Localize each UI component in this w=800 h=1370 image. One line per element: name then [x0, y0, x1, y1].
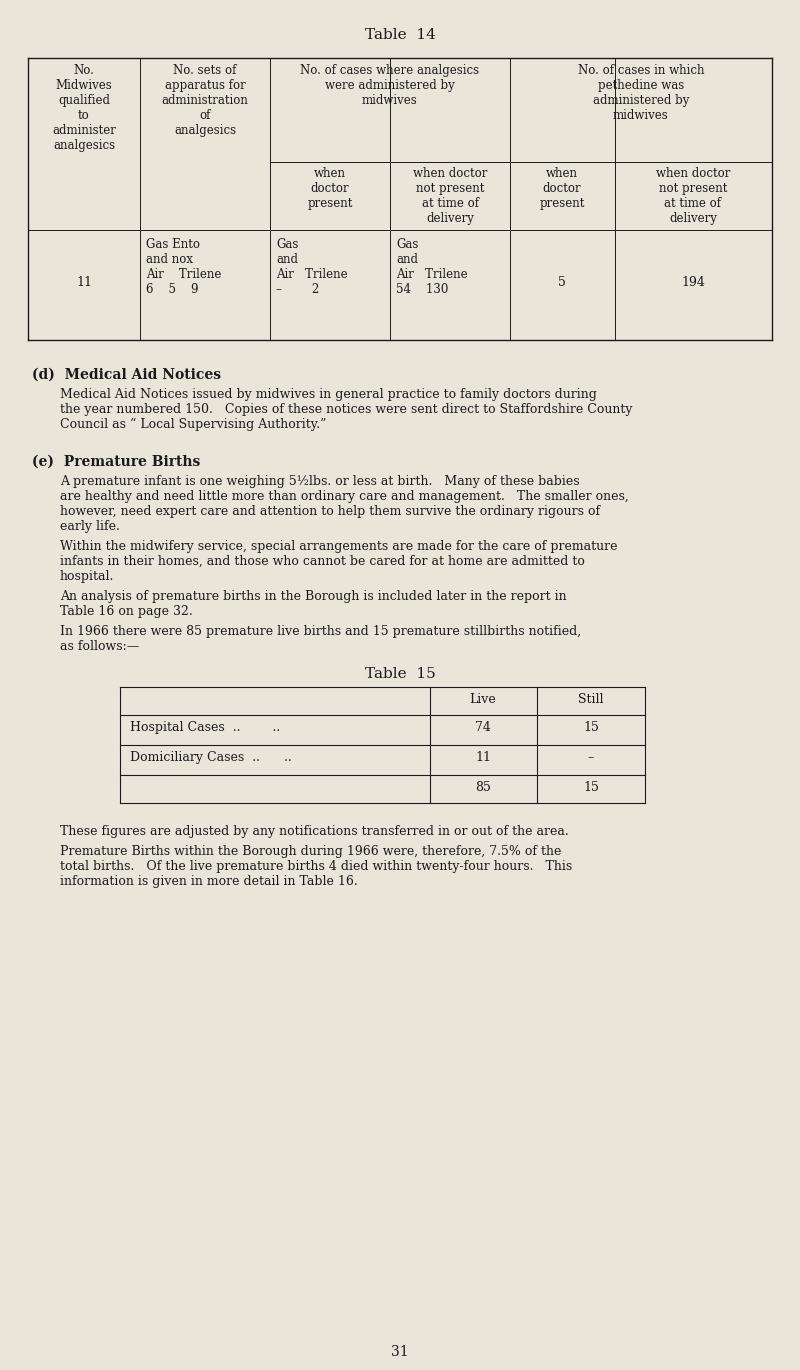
Text: however, need expert care and attention to help them survive the ordinary rigour: however, need expert care and attention … — [60, 506, 600, 518]
Text: –: – — [588, 751, 594, 764]
Text: No.
Midwives
qualified
to
administer
analgesics: No. Midwives qualified to administer ana… — [52, 64, 116, 152]
Text: Within the midwifery service, special arrangements are made for the care of prem: Within the midwifery service, special ar… — [60, 540, 618, 553]
Text: 11: 11 — [475, 751, 491, 764]
Text: infants in their homes, and those who cannot be cared for at home are admitted t: infants in their homes, and those who ca… — [60, 555, 585, 569]
Text: 194: 194 — [681, 275, 705, 289]
Text: as follows:—: as follows:— — [60, 640, 139, 653]
Text: 31: 31 — [391, 1345, 409, 1359]
Text: the year numbered 150.   Copies of these notices were sent direct to Staffordshi: the year numbered 150. Copies of these n… — [60, 403, 633, 416]
Text: when
doctor
present: when doctor present — [539, 167, 585, 210]
Text: when doctor
not present
at time of
delivery: when doctor not present at time of deliv… — [413, 167, 487, 225]
Text: early life.: early life. — [60, 521, 120, 533]
Text: (d)  Medical Aid Notices: (d) Medical Aid Notices — [32, 369, 221, 382]
Text: when
doctor
present: when doctor present — [307, 167, 353, 210]
Text: are healthy and need little more than ordinary care and management.   The smalle: are healthy and need little more than or… — [60, 490, 629, 503]
Text: Domiciliary Cases  ..      ..: Domiciliary Cases .. .. — [130, 751, 292, 764]
Text: Premature Births within the Borough during 1966 were, therefore, 7.5% of the: Premature Births within the Borough duri… — [60, 845, 562, 858]
Text: No. of cases where analgesics
were administered by
midwives: No. of cases where analgesics were admin… — [301, 64, 479, 107]
Text: (e)  Premature Births: (e) Premature Births — [32, 455, 200, 469]
Text: total births.   Of the live premature births 4 died within twenty-four hours.   : total births. Of the live premature birt… — [60, 860, 572, 873]
Text: Table  14: Table 14 — [365, 27, 435, 42]
Text: Medical Aid Notices issued by midwives in general practice to family doctors dur: Medical Aid Notices issued by midwives i… — [60, 388, 597, 401]
Text: No. of cases in which
pethedine was
administered by
midwives: No. of cases in which pethedine was admi… — [578, 64, 704, 122]
Text: Hospital Cases  ..        ..: Hospital Cases .. .. — [130, 721, 280, 734]
Text: 5: 5 — [558, 275, 566, 289]
Text: Table  15: Table 15 — [365, 667, 435, 681]
Text: An analysis of premature births in the Borough is included later in the report i: An analysis of premature births in the B… — [60, 590, 566, 603]
Text: In 1966 there were 85 premature live births and 15 premature stillbirths notifie: In 1966 there were 85 premature live bir… — [60, 625, 581, 638]
Text: Council as “ Local Supervising Authority.”: Council as “ Local Supervising Authority… — [60, 418, 326, 432]
Text: Live: Live — [470, 693, 496, 706]
Text: Still: Still — [578, 693, 604, 706]
Text: 15: 15 — [583, 721, 599, 734]
Text: 11: 11 — [76, 275, 92, 289]
Text: 74: 74 — [475, 721, 491, 734]
Text: No. sets of
apparatus for
administration
of
analgesics: No. sets of apparatus for administration… — [162, 64, 249, 137]
Text: hospital.: hospital. — [60, 570, 114, 584]
Text: Table 16 on page 32.: Table 16 on page 32. — [60, 606, 193, 618]
Text: Gas Ento
and nox
Air    Trilene
6    5    9: Gas Ento and nox Air Trilene 6 5 9 — [146, 238, 222, 296]
Text: when doctor
not present
at time of
delivery: when doctor not present at time of deliv… — [656, 167, 730, 225]
Text: A premature infant is one weighing 5½lbs. or less at birth.   Many of these babi: A premature infant is one weighing 5½lbs… — [60, 475, 580, 488]
Text: 85: 85 — [475, 781, 491, 795]
Text: These figures are adjusted by any notifications transferred in or out of the are: These figures are adjusted by any notifi… — [60, 825, 569, 838]
Text: information is given in more detail in Table 16.: information is given in more detail in T… — [60, 875, 358, 888]
Text: 15: 15 — [583, 781, 599, 795]
Text: Gas
and
Air   Trilene
–        2: Gas and Air Trilene – 2 — [276, 238, 348, 296]
Text: Gas
and
Air   Trilene
54    130: Gas and Air Trilene 54 130 — [396, 238, 468, 296]
